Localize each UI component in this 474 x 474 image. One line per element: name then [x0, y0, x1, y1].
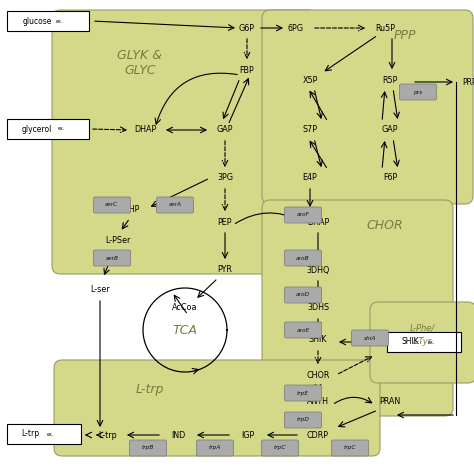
- FancyBboxPatch shape: [352, 330, 389, 346]
- Text: ex.: ex.: [58, 127, 65, 131]
- Text: 3PG: 3PG: [217, 173, 233, 182]
- FancyBboxPatch shape: [284, 207, 321, 223]
- Text: trpD: trpD: [297, 418, 310, 422]
- Text: GAP: GAP: [217, 126, 233, 135]
- Text: CDRP: CDRP: [307, 430, 329, 439]
- Text: DHAP: DHAP: [134, 126, 156, 135]
- Text: L-PSer: L-PSer: [105, 236, 131, 245]
- Text: L-Phe/: L-Phe/: [410, 323, 435, 332]
- Text: SHIK: SHIK: [309, 336, 327, 345]
- FancyBboxPatch shape: [284, 412, 321, 428]
- Text: PRPP: PRPP: [462, 78, 474, 86]
- Text: glycerol: glycerol: [22, 125, 52, 134]
- FancyBboxPatch shape: [370, 302, 474, 383]
- Text: L-trp: L-trp: [99, 430, 118, 439]
- FancyBboxPatch shape: [52, 10, 316, 274]
- Text: ex.: ex.: [47, 431, 54, 437]
- Text: serB: serB: [106, 255, 118, 261]
- Text: aroB: aroB: [296, 255, 310, 261]
- Text: S7P: S7P: [302, 126, 318, 135]
- Text: TCA: TCA: [173, 323, 198, 337]
- Text: IGP: IGP: [241, 430, 255, 439]
- Text: DHAP: DHAP: [307, 218, 329, 227]
- Text: 3DHQ: 3DHQ: [306, 265, 330, 274]
- Text: F6P: F6P: [383, 173, 397, 182]
- FancyBboxPatch shape: [262, 440, 299, 456]
- Text: R5P: R5P: [383, 75, 398, 84]
- FancyBboxPatch shape: [262, 10, 473, 204]
- FancyBboxPatch shape: [284, 250, 321, 266]
- FancyBboxPatch shape: [7, 119, 89, 139]
- Text: serA: serA: [168, 202, 182, 208]
- FancyBboxPatch shape: [284, 385, 321, 401]
- Text: trpA: trpA: [209, 446, 221, 450]
- Text: ex.: ex.: [56, 18, 63, 24]
- Text: trpB: trpB: [142, 446, 154, 450]
- Text: aroE: aroE: [296, 328, 310, 332]
- Text: trpC: trpC: [274, 446, 286, 450]
- Text: GLYK &: GLYK &: [118, 48, 163, 62]
- FancyBboxPatch shape: [262, 200, 453, 416]
- FancyBboxPatch shape: [387, 332, 461, 352]
- FancyBboxPatch shape: [7, 11, 89, 31]
- Text: L-trp: L-trp: [21, 429, 39, 438]
- FancyBboxPatch shape: [54, 360, 380, 456]
- Text: L-trp: L-trp: [136, 383, 164, 396]
- Text: shiA: shiA: [364, 336, 376, 340]
- Text: 3DHS: 3DHS: [307, 303, 329, 312]
- FancyBboxPatch shape: [331, 440, 368, 456]
- Text: SHIK: SHIK: [401, 337, 419, 346]
- Text: G6P: G6P: [239, 24, 255, 33]
- Text: ANTH: ANTH: [307, 398, 329, 407]
- Text: L-Tyr: L-Tyr: [412, 337, 432, 346]
- FancyBboxPatch shape: [129, 440, 166, 456]
- Text: prs: prs: [413, 90, 422, 94]
- Text: PRAN: PRAN: [379, 398, 401, 407]
- Text: trpC: trpC: [344, 446, 356, 450]
- Text: serC: serC: [105, 202, 118, 208]
- Text: GLYC: GLYC: [124, 64, 156, 76]
- Text: L-ser: L-ser: [90, 285, 110, 294]
- Text: E4P: E4P: [302, 173, 318, 182]
- FancyBboxPatch shape: [284, 287, 321, 303]
- FancyBboxPatch shape: [93, 250, 130, 266]
- Text: X5P: X5P: [302, 75, 318, 84]
- FancyBboxPatch shape: [400, 84, 437, 100]
- Text: PEP: PEP: [218, 218, 232, 227]
- Text: FBP: FBP: [240, 65, 255, 74]
- Text: trpE: trpE: [297, 391, 309, 395]
- FancyBboxPatch shape: [197, 440, 234, 456]
- Text: PYR: PYR: [218, 265, 232, 274]
- Text: IND: IND: [171, 430, 185, 439]
- Text: aroF: aroF: [297, 212, 310, 218]
- Text: 6PG: 6PG: [288, 24, 304, 33]
- Text: aroD: aroD: [296, 292, 310, 298]
- Text: AcCoa: AcCoa: [172, 303, 198, 312]
- FancyBboxPatch shape: [93, 197, 130, 213]
- Text: ex.: ex.: [428, 339, 435, 345]
- Text: PPP: PPP: [394, 28, 416, 42]
- Text: 3PHP: 3PHP: [120, 206, 140, 215]
- Text: CHOR: CHOR: [367, 219, 403, 231]
- Text: glucose: glucose: [22, 17, 52, 26]
- FancyBboxPatch shape: [156, 197, 193, 213]
- FancyBboxPatch shape: [7, 424, 81, 444]
- FancyBboxPatch shape: [284, 322, 321, 338]
- Text: CHOR: CHOR: [306, 371, 330, 380]
- Text: GAP: GAP: [382, 126, 398, 135]
- Text: Ru5P: Ru5P: [375, 24, 395, 33]
